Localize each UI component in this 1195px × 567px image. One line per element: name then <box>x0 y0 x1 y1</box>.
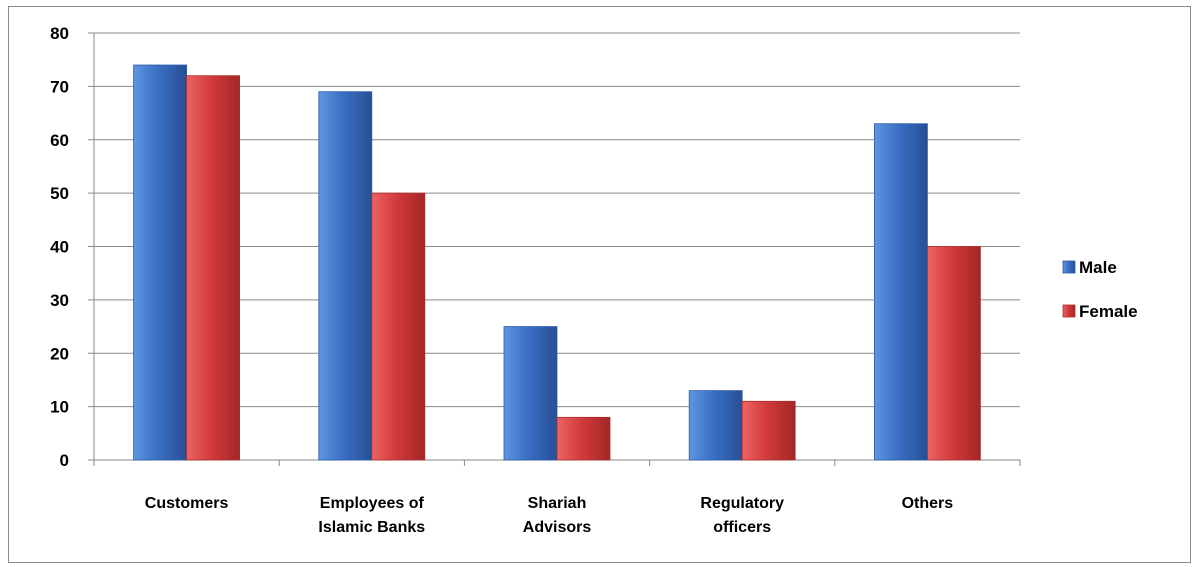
x-category-label: Shariah Advisors <box>523 495 592 536</box>
legend: Male Female <box>1062 258 1138 321</box>
bar-male-1 <box>318 91 373 461</box>
x-category-label-line: officers <box>713 519 771 536</box>
bar-male-0 <box>133 64 188 461</box>
y-tick-label: 70 <box>50 77 69 96</box>
x-category-label-line: Customers <box>145 495 229 512</box>
bar-male-4 <box>874 123 928 461</box>
y-tick-label: 20 <box>50 344 69 363</box>
x-category-label-line: Advisors <box>523 519 592 536</box>
y-tick-label: 30 <box>50 291 69 310</box>
legend-swatch-male <box>1062 260 1076 274</box>
bar-male-3 <box>688 390 743 461</box>
x-category-label: Regulatory officers <box>700 495 784 536</box>
x-category-label-line: Regulatory <box>700 495 784 512</box>
y-tick-label: 40 <box>50 238 69 257</box>
bars <box>133 64 981 461</box>
bar-male-2 <box>503 326 558 461</box>
bar-female-3 <box>741 400 796 461</box>
x-category-label-line: Shariah <box>528 495 587 512</box>
x-category-label: Employees of Islamic Banks <box>318 495 425 536</box>
x-category-label: Others <box>902 495 954 512</box>
legend-swatch-female <box>1062 304 1076 318</box>
y-tick-label: 60 <box>50 131 69 150</box>
legend-label-female: Female <box>1079 302 1138 321</box>
x-category-label-line: Others <box>902 495 954 512</box>
y-tick-label: 10 <box>50 398 69 417</box>
x-category-label-line: Employees of <box>320 495 425 512</box>
labels: 0 10 20 30 40 50 60 70 80 Customers Employees of Is… <box>50 24 953 536</box>
y-tick-label: 50 <box>50 184 69 203</box>
y-tick-label: 0 <box>60 451 69 470</box>
x-category-label: Customers <box>145 495 229 512</box>
bar-female-1 <box>371 192 426 461</box>
bar-female-0 <box>186 75 241 461</box>
y-tick-label: 80 <box>50 24 69 43</box>
bar-female-4 <box>927 246 981 461</box>
x-category-label-line: Islamic Banks <box>318 519 425 536</box>
bar-female-2 <box>556 416 611 461</box>
legend-label-male: Male <box>1079 258 1117 277</box>
gridlines <box>94 32 1020 408</box>
